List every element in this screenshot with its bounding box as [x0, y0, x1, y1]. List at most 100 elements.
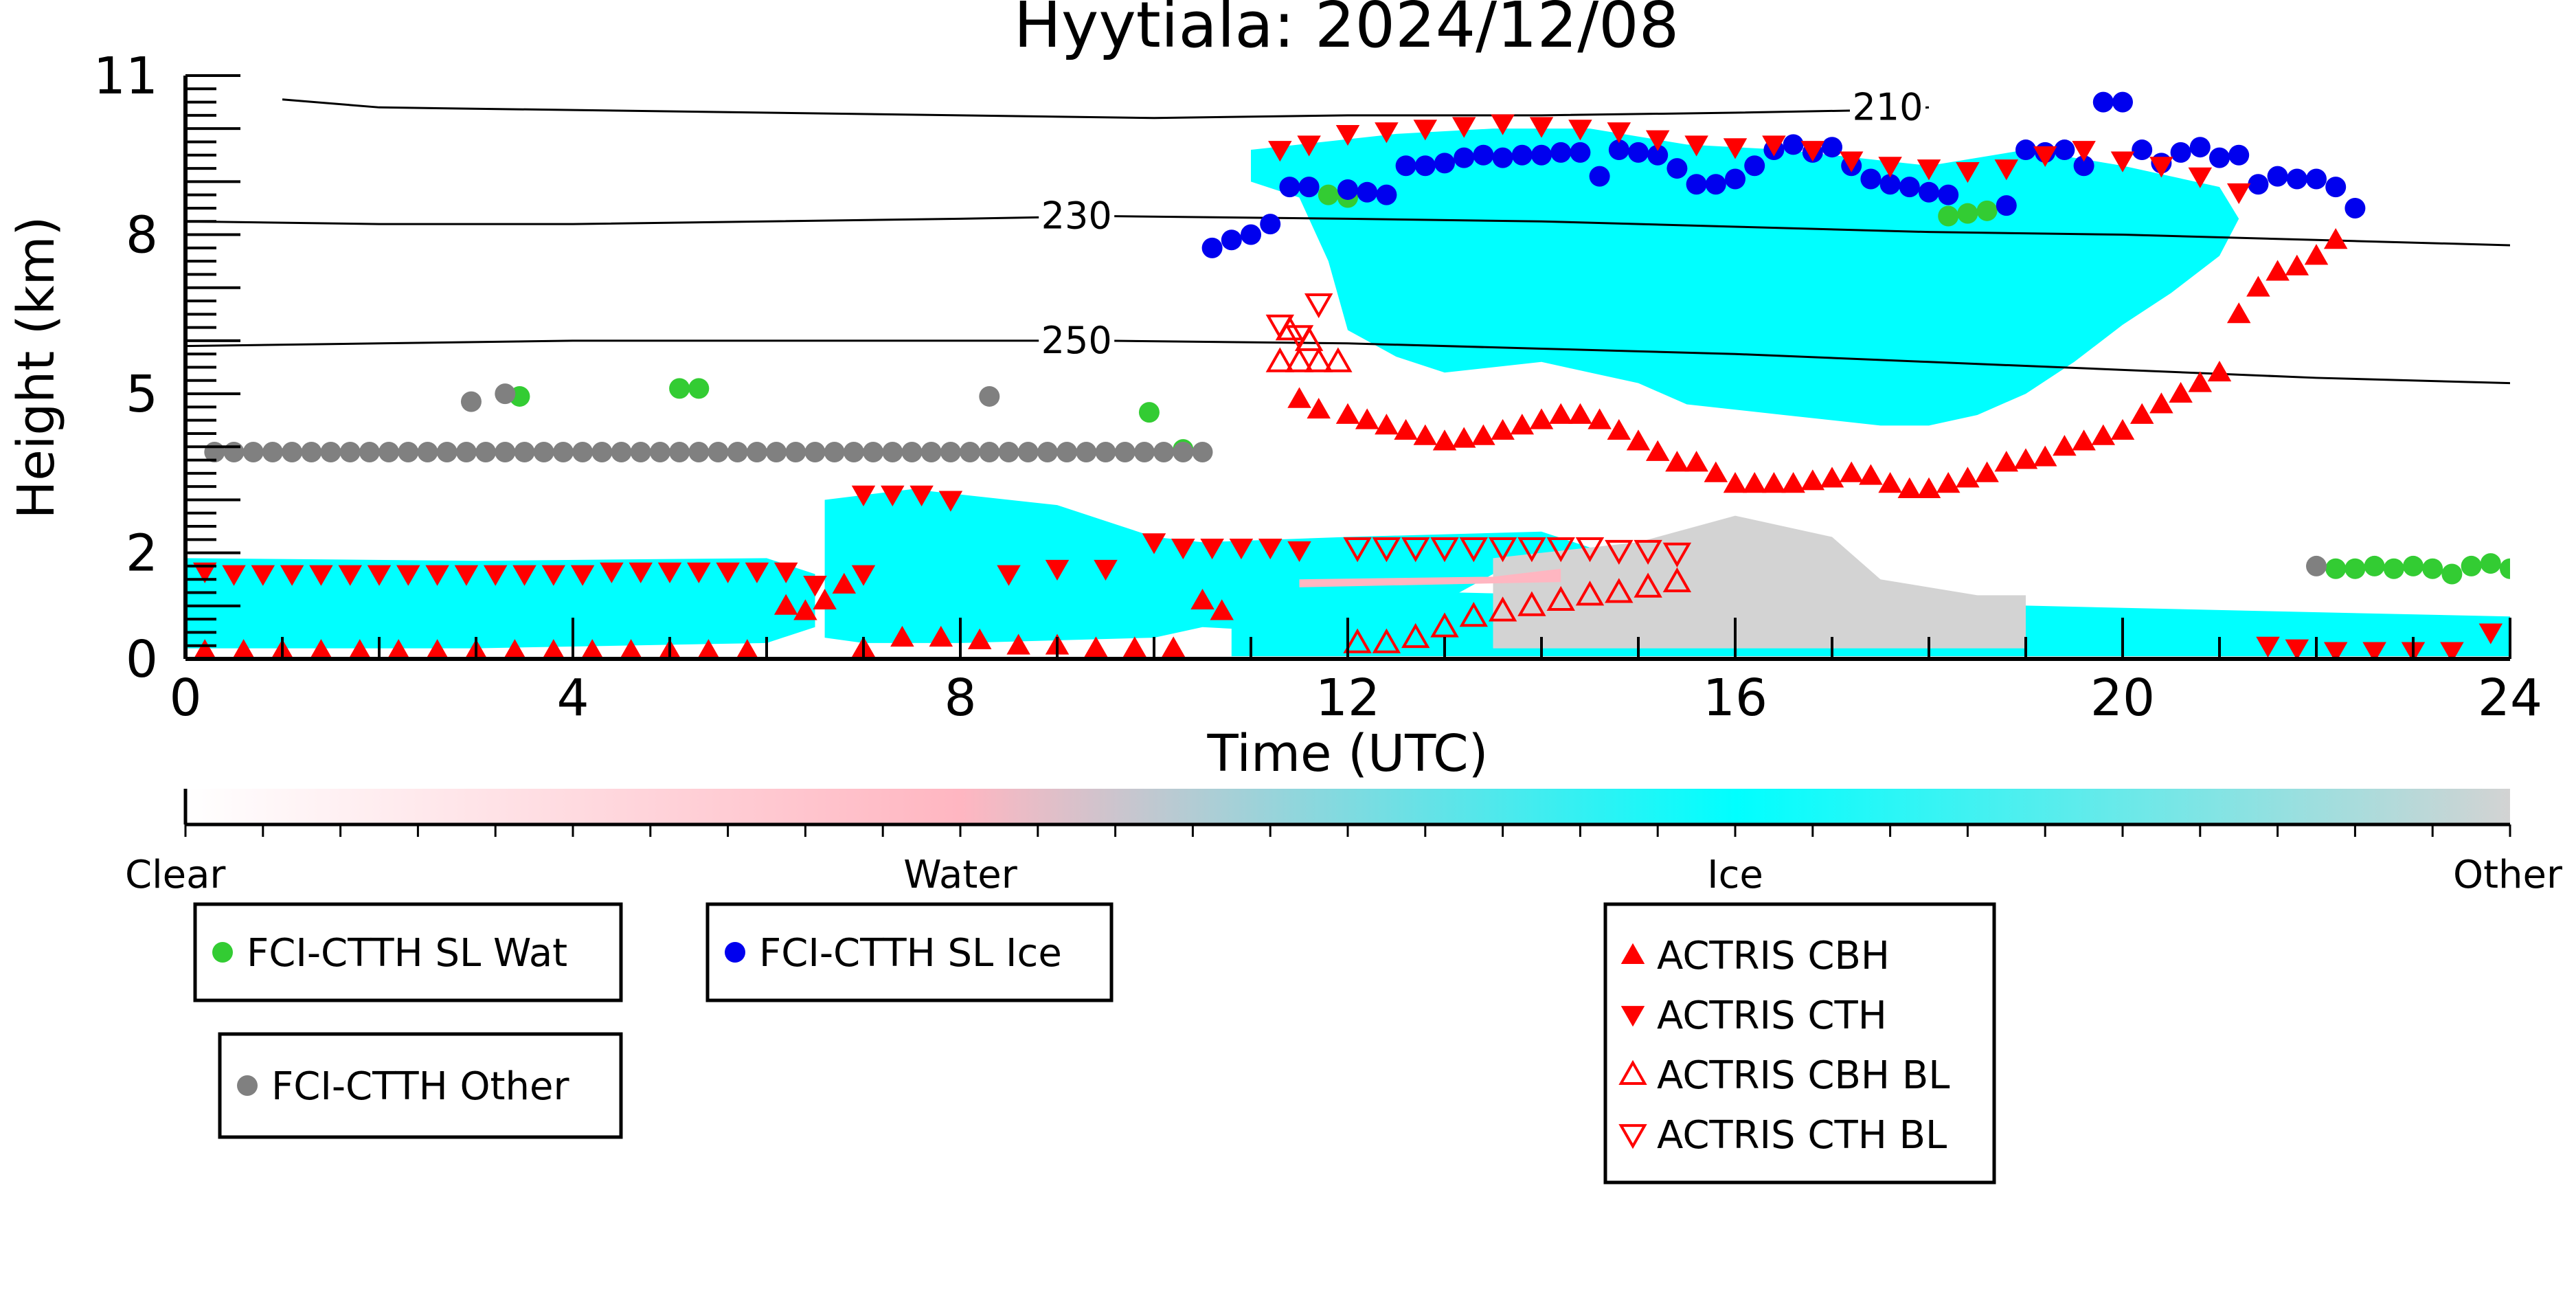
data-point [262, 441, 283, 462]
data-point [2440, 642, 2464, 659]
data-point [967, 628, 992, 649]
series-actris-cbh [193, 228, 2348, 659]
data-point [2364, 555, 2385, 576]
data-point [2188, 167, 2213, 188]
data-point [1241, 224, 1261, 245]
legend-frame [705, 902, 1114, 1002]
legend-label: FCI-CTTH Other [271, 1064, 569, 1109]
data-point [495, 441, 516, 462]
data-point [1839, 461, 1864, 482]
data-point [1114, 441, 1136, 462]
data-point [1705, 174, 1726, 195]
y-tick-label: 8 [126, 206, 158, 265]
data-point [2226, 183, 2251, 205]
data-point [785, 441, 806, 462]
data-point [1628, 142, 1649, 163]
data-point [1662, 542, 1692, 568]
data-point [1200, 538, 1224, 560]
series-actris-cth [192, 114, 2503, 659]
data-point [1956, 467, 1980, 488]
data-point [1938, 184, 1959, 205]
data-point [2226, 302, 2251, 324]
y-axis-label: Height (km) [7, 216, 66, 519]
data-point [708, 441, 729, 462]
data-point [824, 441, 845, 462]
data-point [1488, 596, 1517, 622]
y-tick-label: 0 [126, 630, 158, 689]
data-point [1491, 114, 1515, 135]
data-point [611, 441, 632, 462]
data-point [1783, 134, 1804, 155]
plot-axes: 0 4 8 12 16 20 24 0 2 5 8 11 [93, 47, 2542, 728]
data-point [1531, 144, 1552, 166]
data-point [881, 485, 905, 506]
x-tick-label: 20 [2090, 669, 2155, 728]
data-point [882, 441, 903, 462]
data-point [541, 565, 566, 586]
data-point [1414, 155, 1436, 177]
legend-label: ACTRIS CBH BL [1657, 1053, 1950, 1098]
data-point [1605, 578, 1634, 603]
data-point [1975, 461, 1999, 482]
data-point [1285, 325, 1314, 350]
data-point [1917, 477, 1941, 498]
data-point [503, 639, 526, 659]
y-tick-label: 2 [126, 524, 158, 583]
data-point [1122, 636, 1147, 658]
colorbar-gradient [185, 789, 2510, 824]
data-point [2461, 555, 2482, 576]
data-point [1343, 537, 1372, 563]
data-point [1550, 142, 1572, 163]
data-point [1375, 414, 1399, 435]
data-point [1839, 151, 1864, 172]
data-point [745, 562, 769, 583]
data-point [1645, 130, 1670, 151]
data-point [1376, 184, 1397, 205]
data-point [997, 565, 1021, 586]
data-point [1936, 472, 1961, 493]
data-point [1372, 628, 1401, 653]
data-point [1686, 174, 1707, 195]
legends: FCI-CTTH SL Wat FCI-CTTH SL Ice FCI-CTTH O… [193, 902, 1996, 1185]
data-point [2480, 553, 2501, 574]
data-point [1190, 588, 1214, 610]
data-point [2054, 139, 2075, 161]
data-point [1161, 636, 1186, 658]
data-point [813, 588, 837, 610]
data-point [2267, 166, 2288, 187]
data-point [591, 441, 613, 462]
data-point [2053, 435, 2077, 456]
data-point [1568, 403, 1592, 424]
data-point [1568, 120, 1592, 141]
data-point [793, 599, 817, 620]
data-point [1781, 472, 1805, 493]
data-point [1725, 168, 1745, 190]
data-point [2345, 197, 2366, 218]
data-point [863, 441, 884, 462]
legend-label: ACTRIS CTH [1657, 993, 1887, 1038]
data-point [1575, 537, 1605, 563]
data-point [1492, 147, 1513, 168]
colorbar-label: Other [2453, 853, 2563, 897]
data-point [1454, 147, 1475, 168]
contour-label-bg [1039, 319, 1115, 361]
data-point [309, 639, 332, 659]
data-point [1343, 628, 1372, 653]
legend-frame [218, 1032, 623, 1139]
cloud-region-water [1299, 568, 1561, 587]
data-point [1645, 440, 1670, 461]
data-point [697, 639, 720, 659]
y-tick-label: 5 [126, 365, 158, 424]
contour-label-250: 250 [1041, 319, 1112, 362]
data-point [1634, 539, 1662, 565]
data-point [396, 565, 420, 586]
data-point [348, 639, 372, 659]
legend-marker [1620, 943, 1645, 964]
data-point [1413, 424, 1438, 445]
data-point [1298, 177, 1320, 198]
data-point [1607, 418, 1631, 440]
data-point [2112, 91, 2133, 113]
data-point [1899, 177, 1920, 198]
data-point [1822, 137, 1842, 158]
